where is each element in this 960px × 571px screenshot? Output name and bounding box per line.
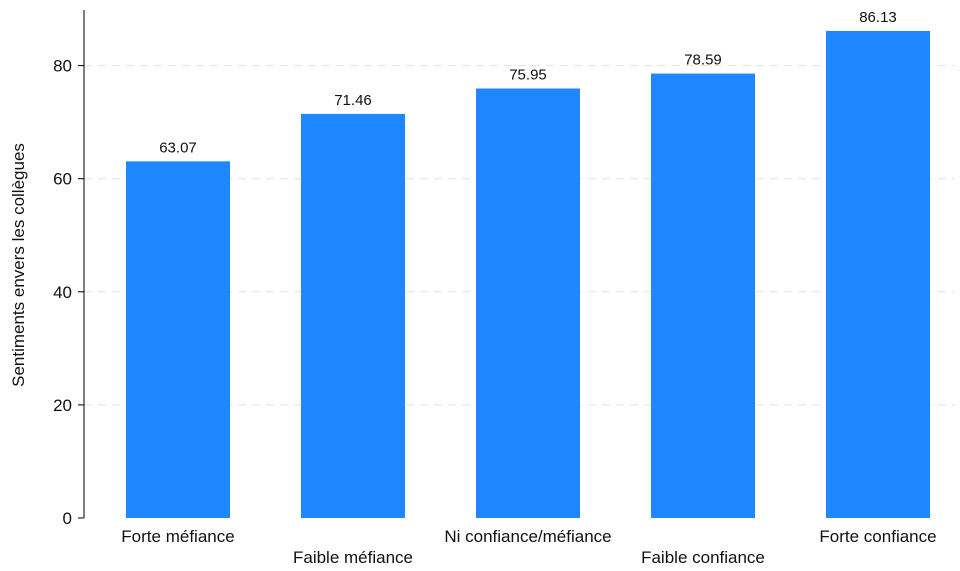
bar-value-label: 63.07 bbox=[159, 139, 197, 156]
y-tick-label: 40 bbox=[53, 283, 72, 302]
x-category-label: Ni confiance/méfiance bbox=[444, 527, 611, 546]
x-axis-labels: Forte méfiance Faible méfiance Ni confianc… bbox=[121, 527, 936, 567]
y-tick-label: 20 bbox=[53, 396, 72, 415]
bar-value-label: 71.46 bbox=[334, 92, 372, 109]
bar bbox=[126, 161, 230, 518]
y-tick-label: 80 bbox=[53, 57, 72, 76]
bars bbox=[126, 30, 930, 519]
y-axis-title: Sentiments envers les collègues bbox=[9, 143, 28, 387]
bar bbox=[826, 30, 930, 519]
x-category-label: Faible méfiance bbox=[293, 548, 413, 567]
x-category-label: Forte méfiance bbox=[121, 527, 234, 546]
bar bbox=[651, 73, 755, 518]
y-tick-label: 60 bbox=[53, 170, 72, 189]
y-tick-label: 0 bbox=[63, 509, 72, 528]
bar bbox=[476, 88, 580, 518]
bar-value-label: 86.13 bbox=[859, 9, 897, 26]
x-category-label: Faible confiance bbox=[641, 548, 765, 567]
bar bbox=[301, 113, 405, 518]
data-labels: 63.07 71.46 75.95 78.59 86.13 bbox=[159, 9, 897, 156]
bar-value-label: 75.95 bbox=[509, 67, 547, 84]
bar-value-label: 78.59 bbox=[684, 52, 722, 69]
x-category-label: Forte confiance bbox=[819, 527, 936, 546]
y-axis-ticks: 0 20 40 60 80 bbox=[53, 57, 84, 528]
